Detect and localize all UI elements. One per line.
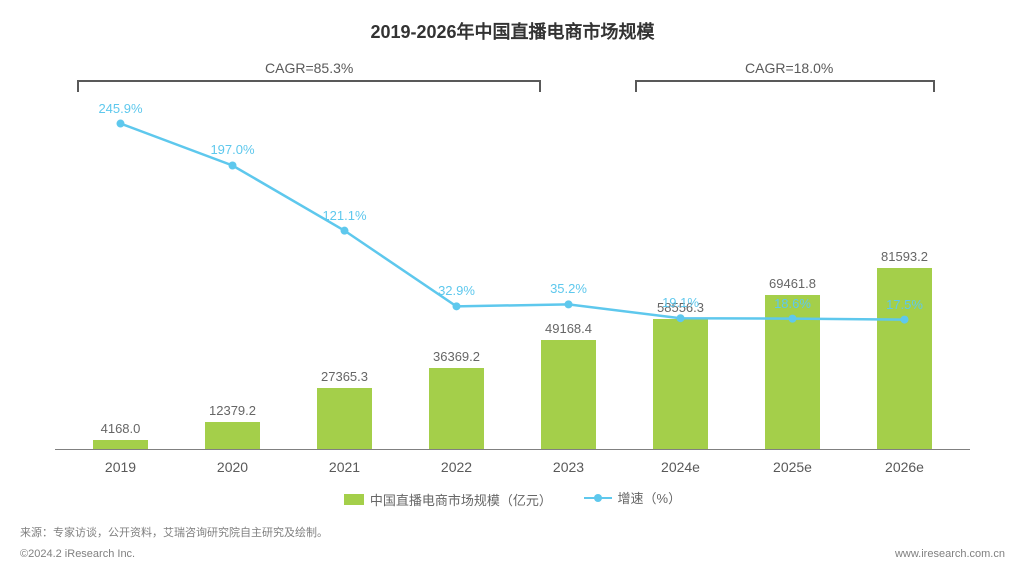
legend-line-swatch xyxy=(584,491,612,505)
legend-bar-label: 中国直播电商市场规模（亿元） xyxy=(370,490,552,509)
x-category-label: 2026e xyxy=(858,459,951,475)
legend-line: 增速（%） xyxy=(584,488,682,507)
legend-bar: 中国直播电商市场规模（亿元） xyxy=(344,490,552,509)
x-category-label: 2019 xyxy=(74,459,167,475)
footer-copyright: ©2024.2 iResearch Inc. xyxy=(20,548,135,560)
legend-line-label: 增速（%） xyxy=(618,488,682,507)
chart-title: 2019-2026年中国直播电商市场规模 xyxy=(0,18,1025,44)
x-category-label: 2023 xyxy=(522,459,615,475)
x-category-label: 2024e xyxy=(634,459,727,475)
x-category-label: 2022 xyxy=(410,459,503,475)
x-category-label: 2020 xyxy=(186,459,279,475)
footer-site: www.iresearch.com.cn xyxy=(895,548,1005,560)
legend-bar-swatch xyxy=(344,494,364,505)
plot-area: CAGR=85.3% CAGR=18.0% 4168.02019245.9%12… xyxy=(55,60,970,450)
footer-source: 来源：专家访谈，公开资料，艾瑞咨询研究院自主研究及绘制。 xyxy=(20,524,328,540)
growth-line xyxy=(55,60,970,450)
x-category-label: 2021 xyxy=(298,459,391,475)
x-category-label: 2025e xyxy=(746,459,839,475)
legend: 中国直播电商市场规模（亿元） 增速（%） xyxy=(0,488,1025,509)
